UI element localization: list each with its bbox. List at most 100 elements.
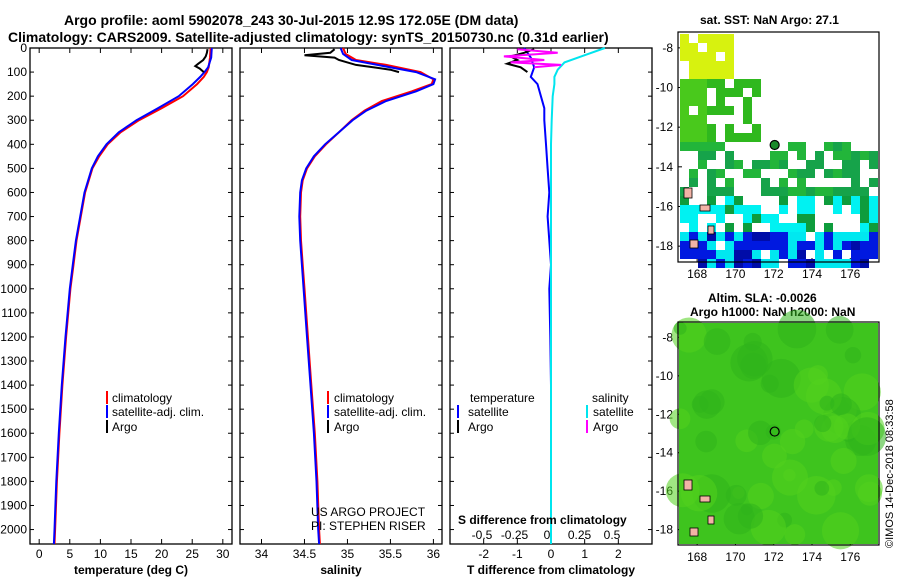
sst-cell — [788, 250, 797, 259]
y-tick-label: 1000 — [0, 282, 27, 296]
sst-cell — [860, 232, 869, 241]
sla-patch — [847, 417, 887, 456]
sst-cell — [833, 232, 842, 241]
project-line2: PI: STEPHEN RISER — [311, 519, 426, 533]
sla-patch — [794, 419, 814, 439]
sst-cell — [815, 250, 824, 259]
sla-patch — [771, 459, 808, 496]
sst-cell — [815, 151, 824, 160]
sst-cell — [734, 232, 743, 241]
sst-cell — [680, 79, 689, 88]
sst-cell — [842, 196, 851, 205]
sst-cell — [815, 160, 824, 169]
sst-cell — [707, 142, 716, 151]
sst-cell — [860, 196, 869, 205]
island-shape — [699, 495, 711, 503]
sst-cell — [680, 106, 689, 115]
sst-cell — [725, 205, 734, 214]
sst-cell — [761, 232, 770, 241]
sst-cell — [707, 178, 716, 187]
x-tick-label: 0 — [36, 547, 43, 561]
sst-cell — [860, 259, 869, 268]
sst-cell — [725, 223, 734, 232]
sst-cell — [770, 214, 779, 223]
sla-patch — [665, 473, 700, 508]
sst-cell — [797, 232, 806, 241]
series-line-satellite-adj-clim- — [298, 47, 437, 545]
sst-cell — [833, 169, 842, 178]
sla-patch — [730, 343, 768, 382]
argo-marker — [769, 426, 780, 437]
sst-cell — [869, 223, 878, 232]
sst-cell — [761, 187, 770, 196]
sst-cell — [860, 187, 869, 196]
sst-cell — [869, 196, 878, 205]
sst-cell — [734, 79, 743, 88]
map-y-tick-label: -14 — [656, 446, 674, 460]
sst-cell — [689, 52, 698, 61]
x-tick-label: 36 — [427, 547, 441, 561]
map-x-tick-label: 170 — [725, 267, 745, 281]
sst-cell — [833, 142, 842, 151]
x-tick-label: -1 — [512, 547, 523, 561]
y-tick-label: 600 — [7, 185, 27, 199]
legend-label-temp-argo: Argo — [468, 420, 494, 434]
sst-cell — [698, 88, 707, 97]
sst-cell — [689, 61, 698, 70]
series-line-argo — [193, 49, 209, 73]
series-line-salinity-argo — [503, 48, 562, 69]
s-tick-label: 0 — [544, 528, 551, 542]
sst-cell — [842, 160, 851, 169]
sst-cell — [716, 259, 725, 268]
sst-cell — [815, 232, 824, 241]
sst-cell — [824, 169, 833, 178]
sst-cell — [698, 151, 707, 160]
s-tick-label: 0.25 — [568, 528, 592, 542]
map-x-tick-label: 172 — [764, 550, 784, 564]
sst-cell — [824, 187, 833, 196]
sla-patch — [814, 414, 832, 433]
sla-patch — [814, 480, 830, 496]
x-tick-label: 30 — [216, 547, 230, 561]
sst-cell — [851, 205, 860, 214]
sst-cell — [824, 241, 833, 250]
sst-cell — [734, 205, 743, 214]
sst-cell — [779, 160, 788, 169]
legend-label-argo: Argo — [334, 420, 360, 434]
sst-cell — [806, 214, 815, 223]
s-tick-label: -0.5 — [472, 528, 493, 542]
sst-cell — [707, 241, 716, 250]
island-shape — [699, 204, 711, 212]
sst-cell — [770, 223, 779, 232]
sst-cell — [725, 88, 734, 97]
map-x-tick-label: 174 — [802, 550, 822, 564]
sst-cell — [698, 241, 707, 250]
sst-cell — [680, 232, 689, 241]
sla-patch — [830, 393, 852, 416]
sst-cell — [707, 106, 716, 115]
sst-cell — [851, 196, 860, 205]
sst-cell — [869, 178, 878, 187]
island-shape — [689, 239, 699, 249]
sst-cell — [833, 259, 842, 268]
sla-patch — [854, 474, 883, 503]
sla-map-title-line2: Argo h1000: NaN h2000: NaN — [690, 305, 855, 319]
sst-cell — [743, 223, 752, 232]
y-tick-label: 1900 — [0, 498, 27, 512]
sst-cell — [725, 196, 734, 205]
sst-cell — [734, 133, 743, 142]
sst-cell — [851, 160, 860, 169]
y-tick-label: 1500 — [0, 402, 27, 416]
sst-cell — [734, 88, 743, 97]
sst-map: 168 170 172 174 176 -8 -10 -12 -14 -16 -18 — [656, 34, 878, 281]
s-tick-label: -0.25 — [501, 528, 529, 542]
sst-cell — [698, 79, 707, 88]
sst-cell — [869, 214, 878, 223]
sst-cell — [698, 133, 707, 142]
sst-cell — [680, 142, 689, 151]
x-tick-label: 20 — [155, 547, 169, 561]
sst-cell — [779, 196, 788, 205]
sst-cell — [851, 151, 860, 160]
sst-cell — [725, 133, 734, 142]
y-tick-label: 400 — [7, 137, 27, 151]
